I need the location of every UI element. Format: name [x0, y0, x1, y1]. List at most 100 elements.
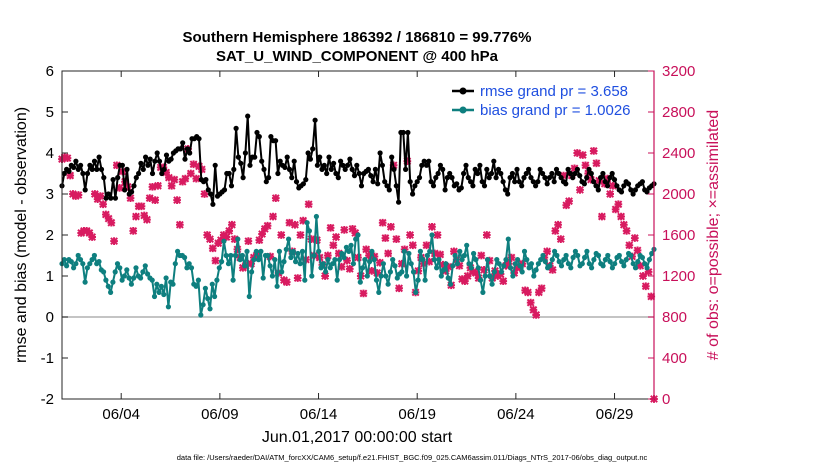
obs-assimilated-marker	[299, 216, 308, 225]
rmse-point	[263, 179, 269, 185]
bias-point	[424, 252, 430, 259]
bias-point	[195, 277, 201, 283]
obs-assimilated-marker	[337, 262, 346, 271]
bias-point	[350, 261, 356, 267]
bias-point	[399, 269, 405, 275]
bias-point	[68, 259, 74, 265]
rmse-point	[247, 162, 253, 168]
rmse-point	[491, 158, 497, 164]
rmse-point	[644, 189, 650, 195]
obs-assimilated-marker	[332, 233, 340, 241]
bias-point	[151, 293, 158, 300]
bias-point	[112, 269, 118, 275]
bias-point	[214, 277, 220, 283]
rmse-point	[80, 170, 86, 177]
rmse-point	[286, 166, 293, 172]
rmse-point	[586, 166, 592, 172]
bias-point	[302, 277, 308, 283]
rmse-point	[593, 183, 599, 189]
obs-assimilated-marker	[422, 241, 431, 250]
rmse-point	[468, 179, 474, 185]
bias-point	[251, 257, 257, 263]
rmse-point	[115, 175, 121, 181]
bias-point	[75, 252, 81, 259]
obs-assimilated-marker	[471, 269, 480, 277]
obs-assimilated-marker	[529, 305, 538, 314]
bias-point	[77, 257, 84, 263]
obs-assimilated-marker	[554, 220, 562, 229]
obs-assimilated-marker	[104, 214, 113, 223]
rmse-point	[551, 179, 557, 185]
rmse-point	[605, 183, 611, 189]
rmse-point	[133, 175, 139, 181]
bias-point	[188, 265, 195, 271]
bias-point	[239, 252, 245, 259]
rmse-point	[312, 117, 318, 123]
y-tick-label: 6	[46, 63, 54, 80]
obs-assimilated-marker	[145, 194, 154, 203]
rmse-point	[463, 162, 469, 168]
obs-assimilated-marker	[348, 224, 357, 233]
bias-point	[524, 257, 530, 263]
rmse-point	[540, 170, 546, 177]
y-tick-label: 0	[46, 309, 54, 326]
obs-assimilated-marker	[211, 256, 220, 265]
rmse-point	[574, 166, 581, 172]
rmse-point	[630, 191, 636, 197]
bias-point	[434, 265, 440, 271]
rmse-point	[500, 179, 506, 185]
bias-point	[482, 273, 488, 279]
rmse-point	[358, 183, 365, 189]
obs-assimilated-marker	[608, 181, 617, 190]
rmse-point	[546, 175, 553, 181]
obs-assimilated-marker	[386, 222, 395, 231]
rmse-point	[544, 181, 550, 187]
bias-point	[642, 261, 648, 267]
rmse-point	[205, 187, 211, 193]
obs-assimilated-marker	[143, 215, 151, 224]
bias-point	[73, 261, 79, 267]
y-right-tick-label: 800	[662, 309, 687, 326]
rmse-point	[577, 173, 583, 179]
obs-assimilated-marker	[606, 190, 615, 198]
rmse-point	[625, 181, 632, 187]
obs-assimilated-marker	[225, 226, 234, 235]
rmse-point	[333, 170, 339, 177]
rmse-point	[143, 154, 149, 160]
bias-point	[272, 257, 278, 263]
bias-point	[565, 261, 572, 267]
obs-assimilated-marker	[170, 175, 179, 184]
rmse-point	[326, 154, 332, 160]
bias-point	[591, 257, 597, 263]
bias-point	[353, 236, 359, 242]
rmse-point	[300, 181, 306, 187]
bias-point	[609, 265, 616, 271]
bias-point	[355, 232, 361, 238]
bias-point	[519, 269, 525, 275]
rmse-point	[289, 175, 295, 181]
obs-assimilated-marker	[99, 200, 108, 209]
bias-point	[219, 259, 225, 265]
bias-point	[221, 238, 227, 244]
rmse-point	[275, 170, 281, 177]
rmse-point	[430, 183, 437, 189]
bias-point	[526, 265, 532, 271]
bias-point	[454, 261, 460, 267]
bias-point	[154, 281, 160, 287]
bias-point	[142, 263, 148, 269]
bias-point	[452, 252, 458, 259]
obs-assimilated-marker	[258, 230, 266, 238]
rmse-point	[421, 158, 427, 164]
obs-assimilated-marker	[439, 260, 447, 269]
rmse-point	[103, 195, 109, 201]
bias-point	[547, 263, 553, 269]
rmse-point	[159, 170, 165, 177]
bias-point	[494, 257, 500, 263]
rmse-point	[156, 158, 163, 164]
obs-assimilated-marker	[334, 249, 343, 258]
obs-assimilated-marker	[537, 284, 546, 293]
obs-assimilated-marker	[282, 278, 291, 287]
obs-assimilated-marker	[430, 249, 439, 258]
obs-assimilated-marker	[96, 192, 105, 200]
rmse-point	[588, 170, 594, 177]
